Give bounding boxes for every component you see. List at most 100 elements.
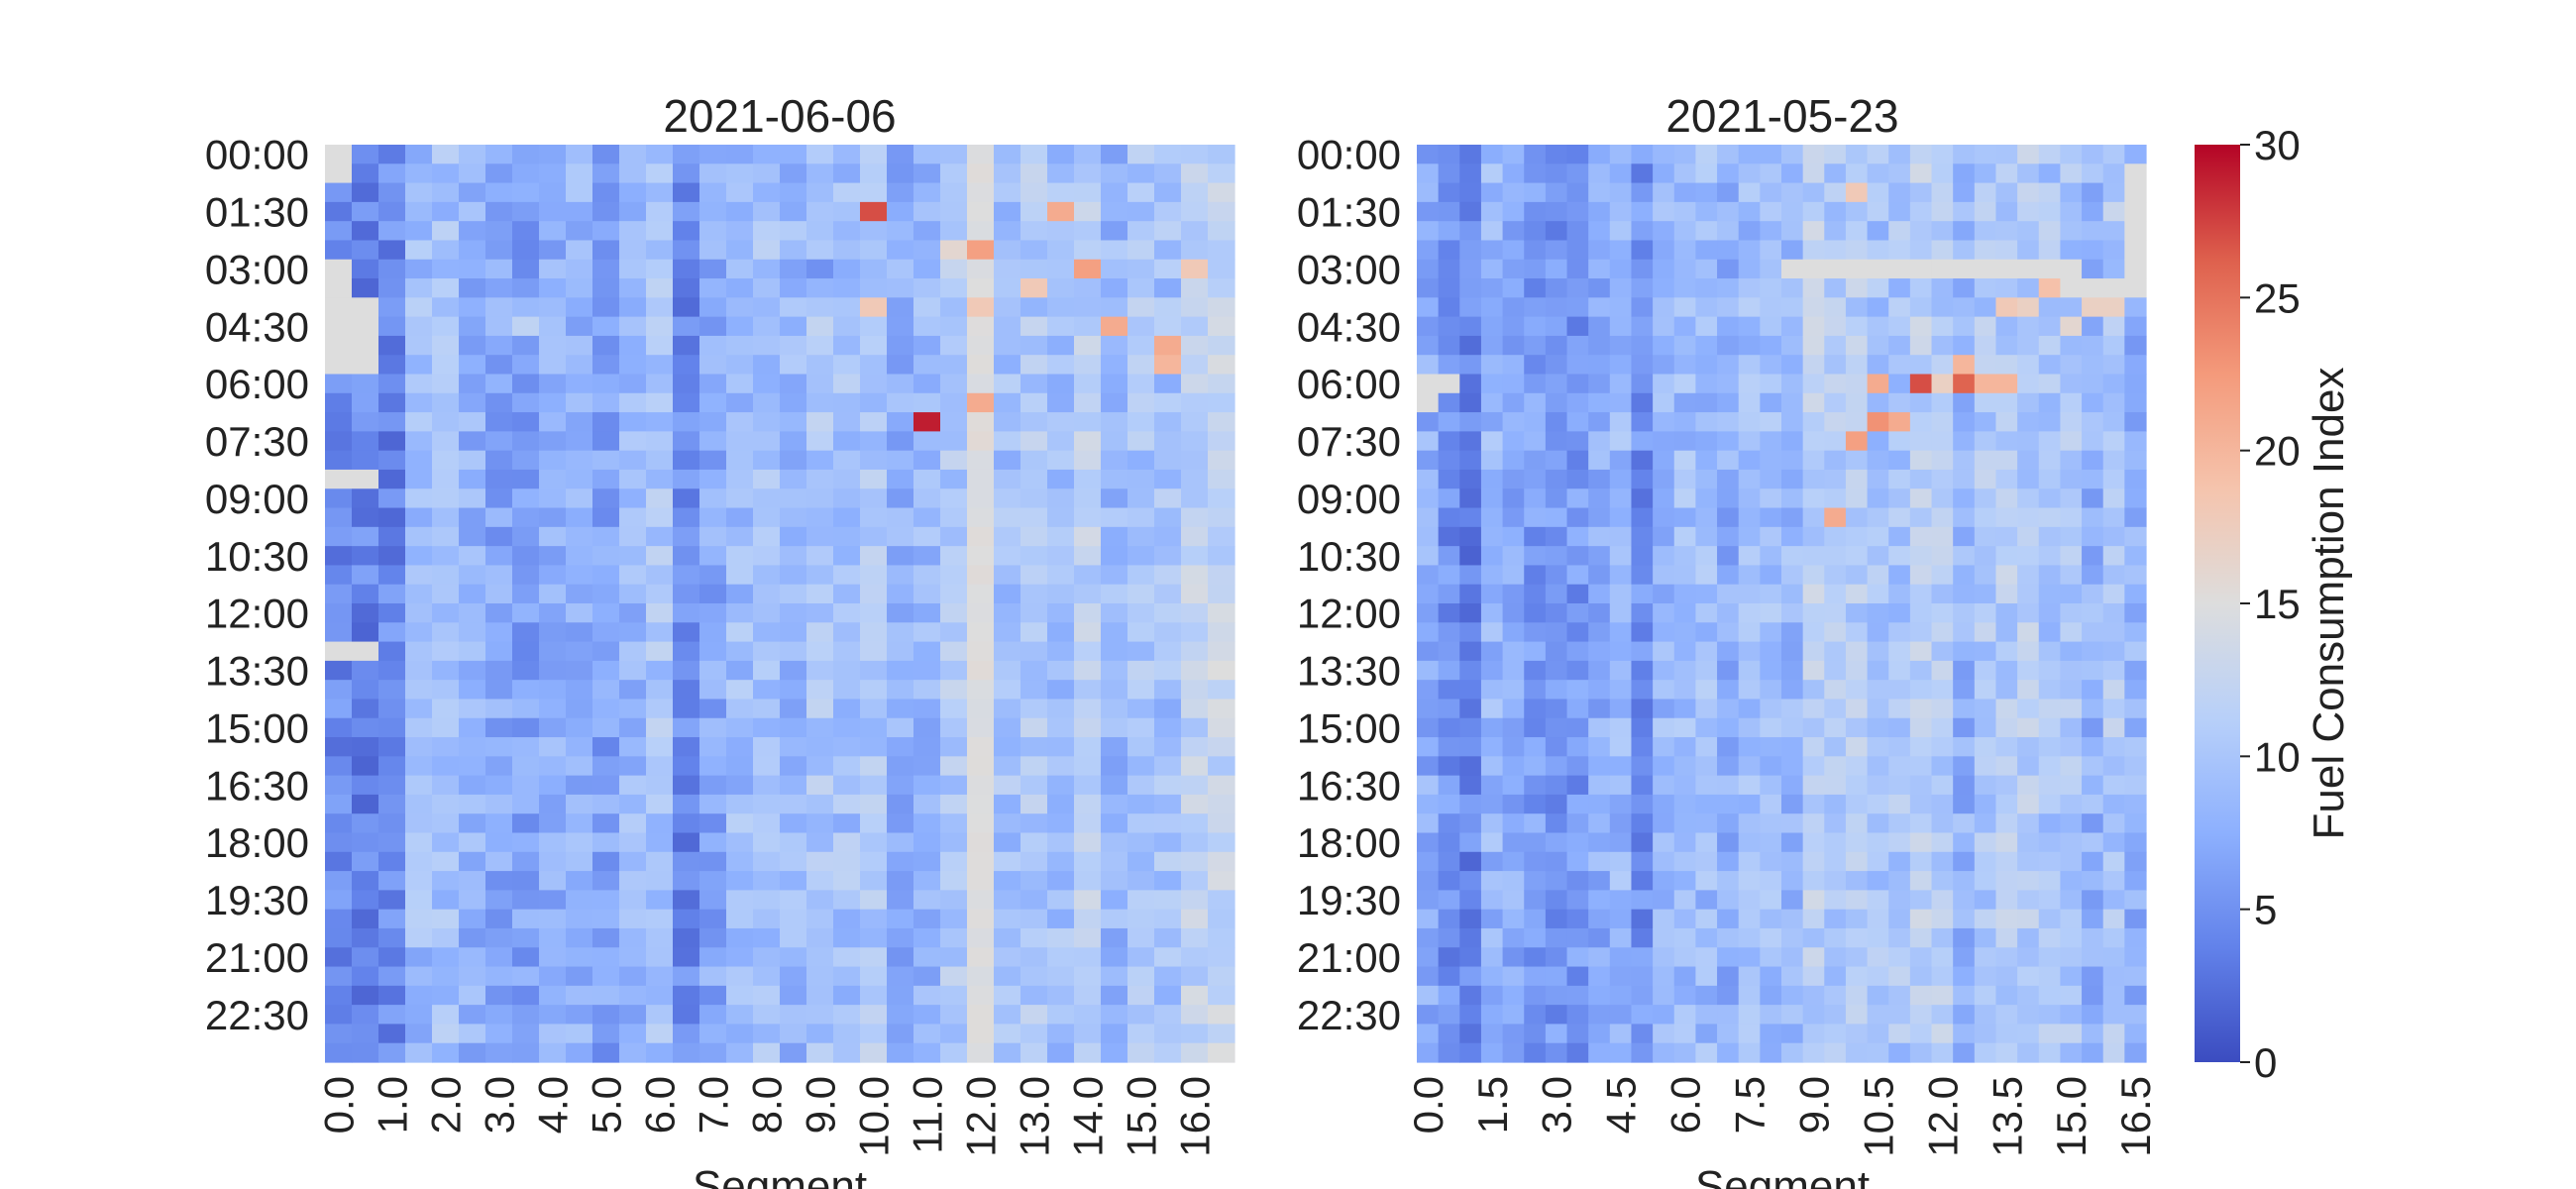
heatmap-cell: [1888, 469, 1911, 489]
heatmap-cell: [1673, 584, 1697, 604]
heatmap-cell: [1717, 297, 1740, 318]
heatmap-cell: [1802, 832, 1825, 853]
heatmap-cell: [1717, 584, 1740, 604]
heatmap-cell: [1845, 622, 1869, 643]
heatmap-cell: [2082, 871, 2104, 891]
heatmap-cell: [646, 909, 674, 929]
heatmap-cell: [1417, 699, 1440, 719]
heatmap-cell: [1438, 1024, 1460, 1044]
heatmap-cell: [1953, 660, 1976, 681]
heatmap-cell: [1609, 526, 1633, 547]
heatmap-cell: [325, 1005, 353, 1026]
heatmap-cell: [1545, 1042, 1568, 1063]
heatmap-cell: [1802, 794, 1825, 814]
heatmap-cell: [1609, 660, 1633, 681]
heatmap-cell: [887, 565, 914, 586]
heatmap-cell: [1673, 756, 1697, 777]
heatmap-cell: [1824, 660, 1847, 681]
heatmap-cell: [2060, 565, 2083, 586]
heatmap-cell: [432, 1005, 460, 1026]
heatmap-cell: [1545, 526, 1568, 547]
heatmap-cell: [1888, 335, 1911, 356]
heatmap-cell: [566, 450, 593, 471]
heatmap-cell: [378, 832, 406, 853]
heatmap-cell: [994, 985, 1021, 1006]
heatmap-cell: [1867, 163, 1889, 184]
heatmap-cell: [1545, 699, 1568, 719]
heatmap-cell: [1867, 240, 1889, 261]
heatmap-cell: [2017, 680, 2040, 701]
heatmap-cell: [1438, 756, 1460, 777]
heatmap-cell: [1588, 316, 1611, 337]
heatmap-cell: [1609, 1024, 1633, 1044]
heatmap-cell: [940, 660, 968, 681]
heatmap-cell: [726, 603, 754, 623]
heatmap-cell: [673, 947, 700, 968]
heatmap-cell: [1524, 240, 1547, 261]
heatmap-cell: [806, 546, 834, 567]
heatmap-cell: [2038, 947, 2062, 968]
heatmap-cell: [459, 680, 486, 701]
heatmap-cell: [325, 813, 353, 834]
heatmap-cell: [1781, 794, 1804, 814]
heatmap-cell: [325, 565, 353, 586]
heatmap-cell: [539, 1042, 567, 1063]
heatmap-cell: [1101, 737, 1128, 757]
heatmap-cell: [378, 392, 406, 413]
heatmap-cell: [1609, 374, 1633, 394]
heatmap-cell: [1909, 488, 1933, 509]
heatmap-cell: [1020, 756, 1048, 777]
heatmap-cell: [539, 909, 567, 929]
heatmap-cell: [994, 507, 1021, 528]
heatmap-cell: [994, 546, 1021, 567]
heatmap-cell: [1845, 909, 1869, 929]
heatmap-cell: [1888, 240, 1911, 261]
heatmap-cell: [1631, 622, 1654, 643]
heatmap-cell: [2060, 316, 2083, 337]
heatmap-cell: [726, 1042, 754, 1063]
heatmap-cell: [1208, 584, 1235, 604]
heatmap-cell: [1154, 871, 1182, 891]
heatmap-cell: [1047, 622, 1075, 643]
heatmap-cell: [1047, 909, 1075, 929]
heatmap-cell: [673, 660, 700, 681]
heatmap-cell: [1524, 297, 1547, 318]
heatmap-cell: [967, 603, 995, 623]
heatmap-cell: [1020, 1042, 1048, 1063]
heatmap-cell: [592, 565, 620, 586]
heatmap-cell: [1888, 526, 1911, 547]
heatmap-cell: [1631, 832, 1654, 853]
heatmap-cell: [1760, 584, 1782, 604]
heatmap-cell: [459, 832, 486, 853]
heatmap-cell: [405, 335, 433, 356]
heatmap-cell: [1502, 584, 1525, 604]
heatmap-cell: [1417, 909, 1440, 929]
heatmap-cell: [485, 584, 513, 604]
heatmap-cell: [2102, 832, 2125, 853]
heatmap-cell: [1673, 680, 1697, 701]
heatmap-cell: [2060, 909, 2083, 929]
heatmap-cell: [1631, 355, 1654, 376]
heatmap-cell: [1181, 775, 1209, 796]
heatmap-cell: [1631, 507, 1654, 528]
heatmap-cell: [1760, 775, 1782, 796]
heatmap-cell: [2038, 526, 2062, 547]
heatmap-cell: [1154, 297, 1182, 318]
heatmap-cell: [1824, 1042, 1847, 1063]
heatmap-cell: [1074, 832, 1102, 853]
heatmap-cell: [485, 145, 513, 164]
heatmap-cell: [806, 641, 834, 662]
heatmap-cell: [566, 278, 593, 298]
heatmap-cell: [1609, 680, 1633, 701]
heatmap-cell: [2060, 985, 2083, 1006]
heatmap-cell: [539, 565, 567, 586]
heatmap-cell: [1127, 737, 1155, 757]
heatmap-cell: [994, 890, 1021, 911]
heatmap-cell: [1953, 851, 1976, 872]
heatmap-cell: [485, 699, 513, 719]
heatmap-cell: [2102, 851, 2125, 872]
heatmap-cell: [833, 947, 861, 968]
y-tick-label: 22:30: [205, 992, 309, 1038]
x-tick-label: 7.0: [691, 1076, 737, 1134]
heatmap-cell: [673, 584, 700, 604]
